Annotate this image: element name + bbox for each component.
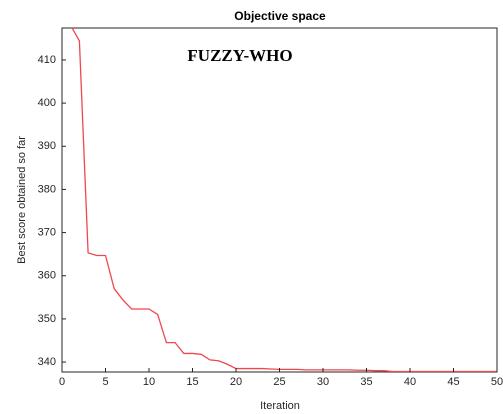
chart-title: Objective space (234, 9, 326, 23)
y-tick-label: 410 (38, 54, 56, 66)
y-tick-label: 380 (38, 183, 56, 195)
x-tick-label: 30 (317, 376, 329, 388)
x-tick-label: 35 (360, 376, 372, 388)
data-line (71, 28, 497, 372)
x-tick-label: 45 (447, 376, 459, 388)
x-axis-label: Iteration (260, 400, 300, 412)
y-tick-label: 350 (38, 313, 56, 325)
x-tick-label: 25 (273, 376, 285, 388)
x-tick-label: 20 (230, 376, 242, 388)
y-tick-label: 390 (38, 140, 56, 152)
x-tick-label: 50 (491, 376, 503, 388)
plot-layer (71, 28, 497, 372)
y-tick-label: 360 (38, 270, 56, 282)
x-tick-label: 10 (143, 376, 155, 388)
x-tick-label: 15 (186, 376, 198, 388)
y-tick-label: 400 (38, 97, 56, 109)
y-axis-label: Best score obtained so far (16, 136, 28, 264)
x-tick-label: 0 (59, 376, 65, 388)
annotation: FUZZY-WHO (187, 46, 292, 65)
x-tick-label: 40 (404, 376, 416, 388)
y-tick-label: 340 (38, 356, 56, 368)
x-tick-label: 5 (102, 376, 108, 388)
y-tick-label: 370 (38, 226, 56, 238)
plot-area (61, 27, 498, 373)
